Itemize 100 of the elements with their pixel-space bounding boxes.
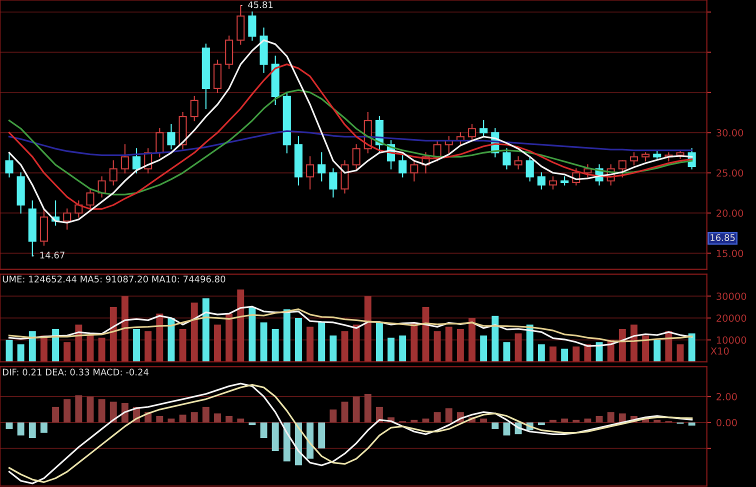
candlestick bbox=[433, 140, 442, 162]
bar bbox=[538, 422, 545, 426]
bar bbox=[654, 420, 661, 422]
bar bbox=[133, 328, 140, 362]
candlestick bbox=[5, 152, 14, 178]
bar bbox=[399, 336, 406, 362]
bar bbox=[341, 402, 348, 422]
y-tick-label: 30.00 bbox=[716, 129, 744, 136]
bar bbox=[492, 316, 499, 362]
y-tick-label: 20000 bbox=[716, 314, 746, 322]
bar bbox=[40, 336, 48, 362]
candlestick bbox=[548, 176, 558, 190]
bar bbox=[98, 399, 106, 422]
bar bbox=[248, 307, 256, 362]
text: X10 bbox=[710, 347, 729, 355]
y-tick-label: 0.00 bbox=[716, 418, 737, 426]
candlestick bbox=[526, 156, 534, 182]
bar bbox=[572, 346, 580, 362]
candlestick bbox=[630, 152, 638, 166]
bar bbox=[202, 406, 210, 422]
bar bbox=[6, 340, 13, 362]
chart-title: DIF: 0.21 DEA: 0.33 MACD: -0.24 bbox=[3, 368, 148, 376]
bar bbox=[202, 298, 210, 362]
bar bbox=[434, 331, 441, 362]
bar bbox=[676, 344, 684, 362]
candlestick bbox=[120, 144, 129, 174]
bar bbox=[237, 418, 244, 422]
bar bbox=[550, 420, 556, 422]
candlestick bbox=[306, 156, 314, 190]
bar bbox=[434, 412, 441, 422]
bar bbox=[410, 420, 418, 422]
candlestick bbox=[329, 168, 338, 198]
bar bbox=[596, 416, 603, 422]
candlestick bbox=[167, 124, 176, 150]
candlestick bbox=[410, 160, 418, 182]
bar bbox=[6, 422, 13, 429]
bar bbox=[688, 333, 696, 362]
bar bbox=[445, 326, 452, 362]
bar bbox=[75, 395, 82, 422]
bar bbox=[468, 318, 476, 362]
bar bbox=[330, 410, 337, 422]
text: 16.85 bbox=[710, 234, 735, 241]
bar bbox=[110, 307, 117, 362]
bar bbox=[630, 324, 638, 362]
candlestick bbox=[109, 160, 118, 186]
bar bbox=[352, 324, 360, 362]
bar bbox=[260, 422, 268, 438]
bar bbox=[318, 422, 326, 448]
bar bbox=[52, 406, 59, 422]
candlestick bbox=[502, 148, 511, 170]
candlestick bbox=[248, 12, 256, 41]
bar bbox=[618, 328, 626, 362]
candlestick bbox=[156, 128, 164, 158]
bar bbox=[168, 318, 175, 362]
bar bbox=[272, 422, 279, 452]
candlestick bbox=[537, 172, 546, 190]
bar bbox=[654, 340, 661, 362]
bar bbox=[179, 414, 186, 422]
candlestick bbox=[318, 152, 326, 182]
bar bbox=[156, 314, 164, 362]
bar bbox=[144, 331, 152, 362]
bar bbox=[503, 422, 510, 436]
bar bbox=[283, 422, 290, 462]
candlestick bbox=[514, 156, 522, 170]
annotation: 14.67 bbox=[40, 252, 64, 259]
bar bbox=[456, 328, 464, 362]
bar bbox=[17, 422, 24, 436]
bar bbox=[121, 403, 128, 422]
bar bbox=[121, 296, 128, 362]
bar bbox=[352, 396, 360, 422]
bar bbox=[503, 342, 510, 362]
candlestick bbox=[618, 160, 626, 178]
y-tick-label: 20.00 bbox=[716, 210, 744, 217]
bar bbox=[561, 348, 568, 362]
bar bbox=[306, 326, 314, 362]
bar bbox=[214, 324, 221, 362]
candlestick bbox=[86, 188, 94, 210]
bar bbox=[376, 322, 383, 362]
bar bbox=[283, 309, 290, 362]
bar bbox=[688, 422, 696, 426]
chart-title: UME: 124652.44 MA5: 91087.20 MA10: 74496.80 bbox=[2, 276, 226, 282]
bar bbox=[480, 418, 488, 422]
bar bbox=[492, 422, 499, 429]
bar bbox=[64, 342, 71, 362]
bar bbox=[248, 422, 256, 426]
bar bbox=[86, 396, 94, 422]
bar bbox=[28, 331, 36, 362]
bar bbox=[330, 336, 337, 362]
bar bbox=[17, 344, 24, 362]
bar bbox=[306, 422, 314, 459]
bar bbox=[550, 346, 556, 362]
candlestick bbox=[190, 96, 198, 122]
candlestick bbox=[352, 144, 360, 170]
y-tick-label: 15.00 bbox=[716, 250, 744, 258]
y-tick-label: 10000 bbox=[716, 336, 746, 344]
candlestick bbox=[132, 148, 141, 174]
bar bbox=[318, 322, 326, 362]
candlestick bbox=[398, 152, 407, 178]
bar bbox=[364, 394, 372, 422]
candlestick bbox=[480, 120, 488, 138]
